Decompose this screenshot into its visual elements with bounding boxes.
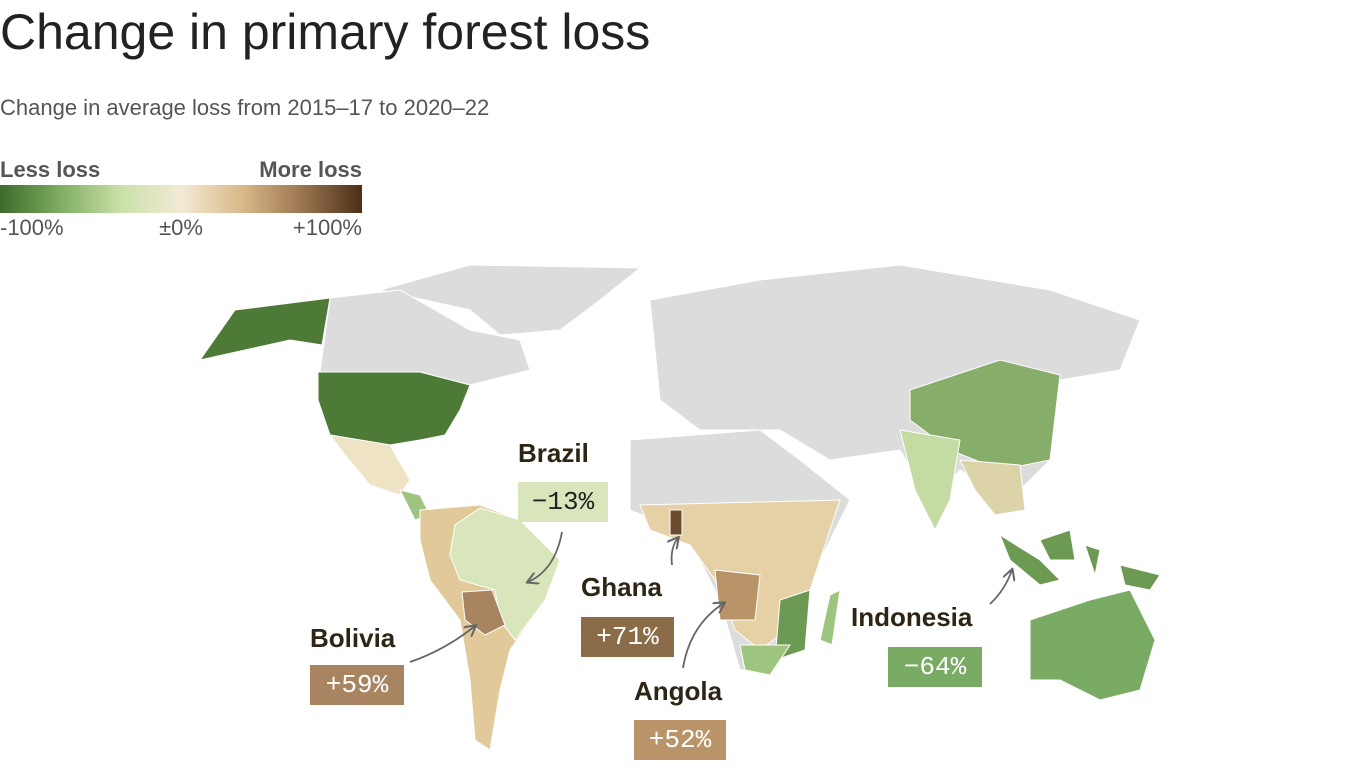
value-box [310,665,404,705]
arrow-bolivia [409,626,475,663]
mozambique [774,589,811,661]
southeast-asia [959,459,1026,516]
country-name: Bolivia [310,623,396,653]
alaska [198,297,331,361]
value-box [634,720,726,760]
brazil [449,507,561,641]
india [899,429,961,532]
angola [714,569,761,621]
indonesia [998,529,1161,591]
value-box [888,647,982,687]
title: Change in primary forest loss [0,4,650,60]
legend-tick-label: -100% [0,215,64,240]
usa [317,371,471,446]
country-name: Angola [634,676,723,706]
bolivia [461,589,506,636]
country-name: Indonesia [851,602,973,632]
country-name: Brazil [518,438,589,468]
value-label: +71% [596,622,659,652]
arrow-ghana [672,538,678,566]
world-map [198,264,1161,751]
annotations: Brazil −13% Ghana +71% Bolivia +59% Indonesia −… [310,438,982,760]
legend-tick-label: ±0% [159,215,203,240]
value-box [518,482,608,522]
value-label: −64% [904,652,967,682]
greenland [379,264,642,336]
mexico [328,434,411,496]
value-label: +59% [326,670,389,700]
value-box [581,617,674,657]
arrow-indonesia [989,570,1012,605]
country-name: Ghana [581,572,662,602]
legend-high-label: More loss [259,157,362,182]
legend-low-label: Less loss [0,157,100,182]
subtitle: Change in average loss from 2015–17 to 2… [0,95,489,120]
arrow-brazil [528,531,563,582]
legend-gradient [0,185,362,213]
south-africa [739,644,791,676]
madagascar [819,589,841,646]
ghana [669,509,683,536]
legend-ticks: -100% ±0% +100% [0,215,362,240]
value-label: −13% [532,487,595,517]
australia [1029,589,1156,701]
arrow-angola [682,603,724,669]
legend-tick-label: +100% [293,215,362,240]
value-label: +52% [649,725,712,755]
